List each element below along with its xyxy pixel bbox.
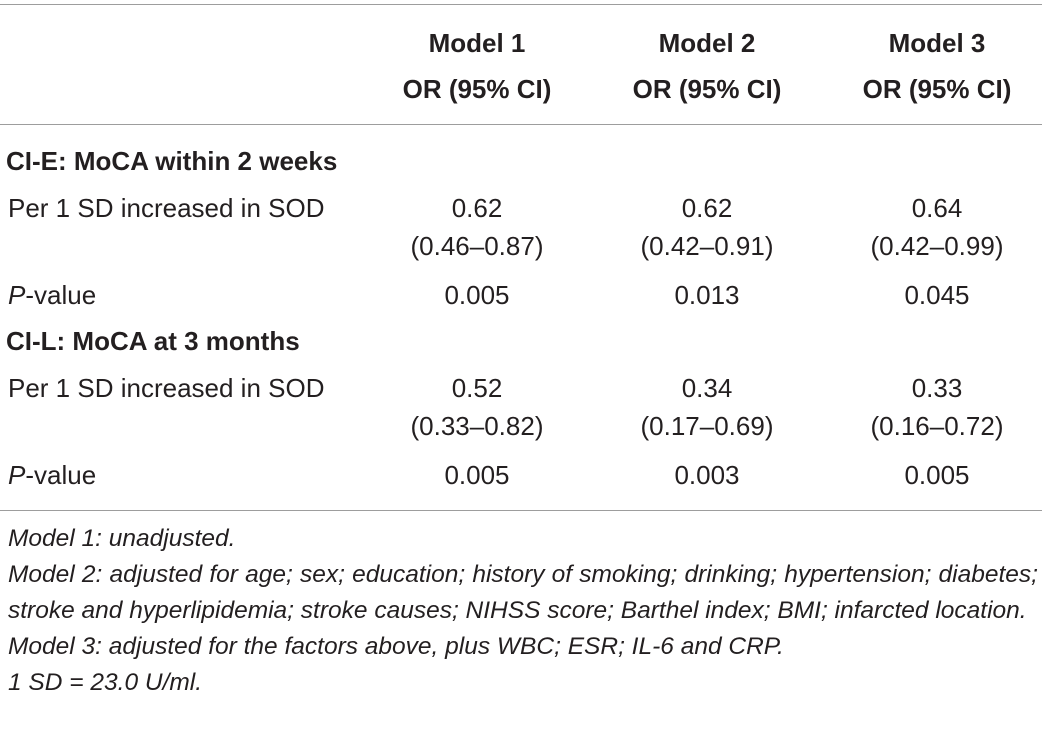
section-title-ci-e: CI-E: MoCA within 2 weeks [6,146,338,176]
cell-estimate: 0.64 [911,193,963,223]
cell-estimate: 0.52 [451,373,503,403]
cell-ci: (0.17–0.69) [640,411,774,441]
cell-p-value: 0.005 [444,460,510,490]
cell-ci: (0.46–0.87) [410,231,544,261]
cell-estimate: 0.33 [911,373,963,403]
col-header-model-2: Model 2 [658,28,756,58]
row-label-or: Per 1 SD increased in SOD [8,193,325,223]
cell-estimate: 0.34 [681,373,733,403]
col-header-stat-2: OR (95% CI) [632,74,782,104]
col-header-model-1: Model 1 [428,28,526,58]
col-header-stat-3: OR (95% CI) [862,74,1012,104]
header-rule [0,124,1042,125]
footnote-sd: 1 SD = 23.0 U/ml. [8,669,203,696]
cell-p-value: 0.045 [904,280,970,310]
cell-ci: (0.42–0.99) [870,231,1004,261]
cell-ci: (0.16–0.72) [870,411,1004,441]
section-title-ci-l: CI-L: MoCA at 3 months [6,326,300,356]
cell-p-value: 0.005 [904,460,970,490]
cell-ci: (0.42–0.91) [640,231,774,261]
footnote-model-2: Model 2: adjusted for age; sex; educatio… [8,561,1038,624]
table-bottom-rule [0,510,1042,511]
cell-ci: (0.33–0.82) [410,411,544,441]
row-label-or: Per 1 SD increased in SOD [8,373,325,403]
cell-estimate: 0.62 [681,193,733,223]
row-label-p-value: P-value [8,460,97,490]
cell-p-value: 0.003 [674,460,740,490]
cell-p-value: 0.005 [444,280,510,310]
cell-p-value: 0.013 [674,280,740,310]
table-footnotes: Model 1: unadjusted. Model 2: adjusted f… [8,521,1038,701]
table-top-rule [0,4,1042,5]
footnote-model-3: Model 3: adjusted for the factors above,… [8,633,784,660]
footnote-model-1: Model 1: unadjusted. [8,525,236,552]
row-label-p-value: P-value [8,280,97,310]
cell-estimate: 0.62 [451,193,503,223]
col-header-model-3: Model 3 [888,28,986,58]
col-header-stat-1: OR (95% CI) [402,74,552,104]
